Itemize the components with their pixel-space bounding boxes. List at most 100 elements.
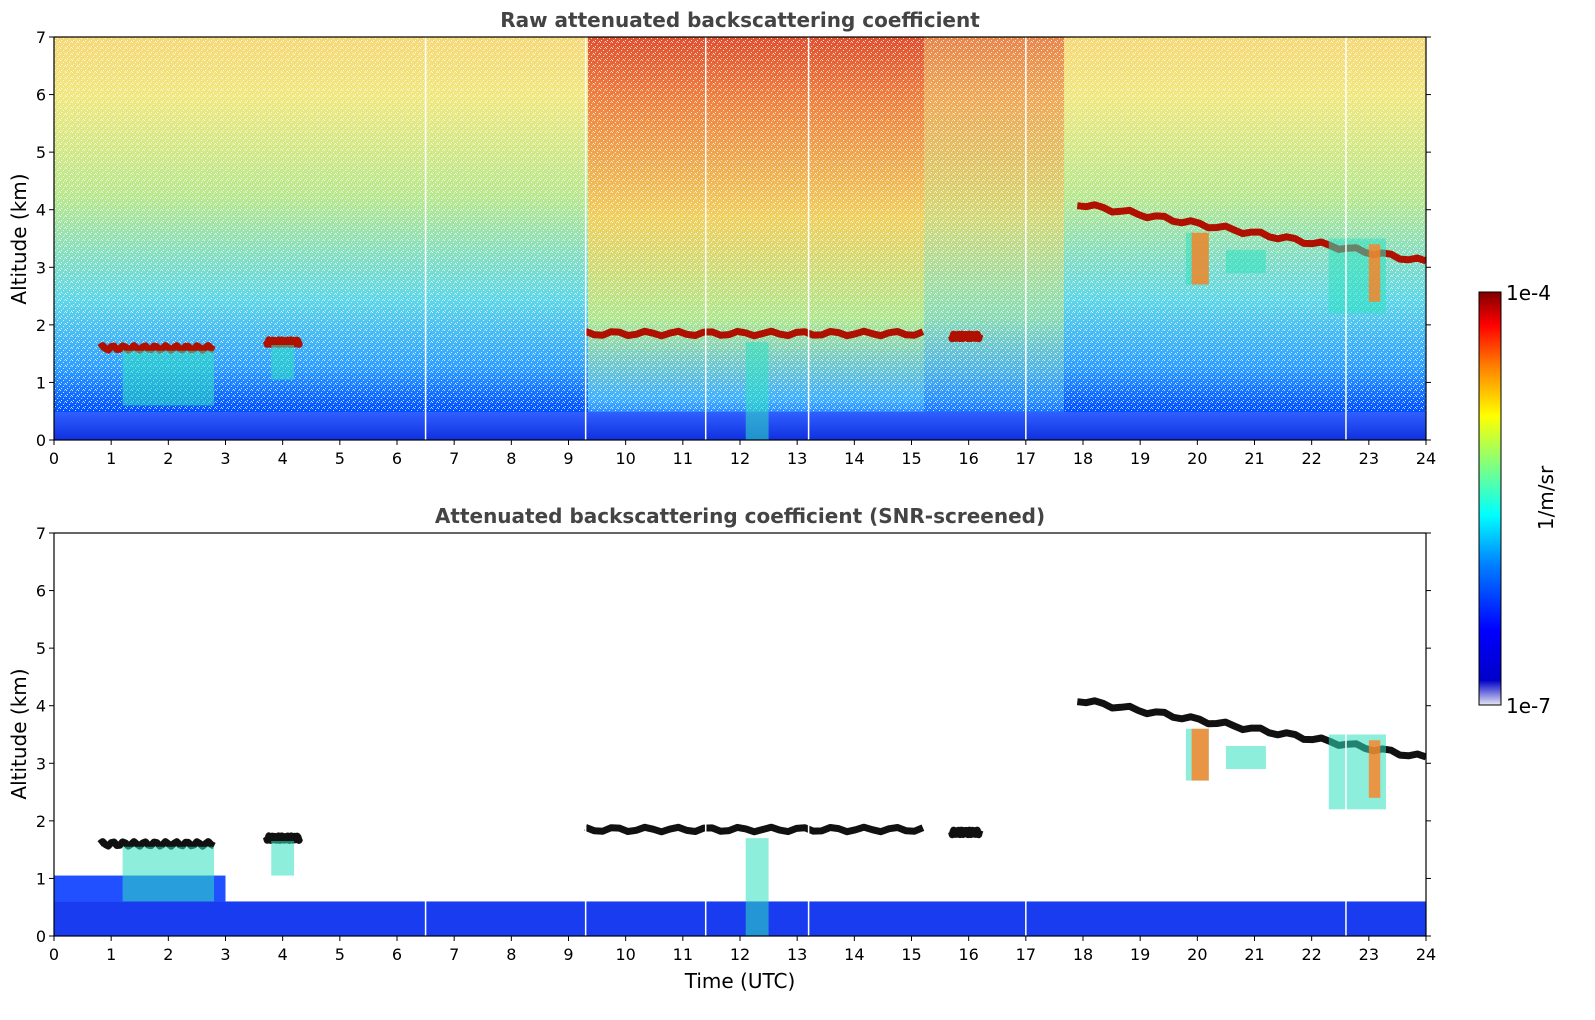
x-tick-label: 12 (730, 945, 750, 964)
y-tick-label: 2 (36, 316, 46, 335)
y-tick-label: 5 (36, 639, 46, 658)
y-tick-label: 7 (36, 28, 46, 47)
y-tick-label: 1 (36, 373, 46, 392)
colorbar-min-label: 1e-7 (1506, 694, 1551, 718)
fall-streak-dense (1191, 232, 1209, 285)
x-tick-label: 15 (901, 945, 921, 964)
x-tick-label: 13 (787, 449, 807, 468)
x-tick-label: 20 (1187, 449, 1207, 468)
y-tick-label: 1 (36, 869, 46, 888)
bottom-heatmap (54, 533, 1426, 936)
y-tick-label: 5 (36, 143, 46, 162)
fall-streak (745, 342, 769, 440)
x-tick-label: 4 (278, 945, 288, 964)
cloud-layer (948, 826, 984, 839)
x-tick-label: 18 (1073, 945, 1093, 964)
cloud-layer (584, 823, 925, 836)
x-tick-label: 4 (278, 449, 288, 468)
x-tick-label: 5 (335, 449, 345, 468)
x-tick-label: 11 (673, 945, 693, 964)
x-tick-label: 12 (730, 449, 750, 468)
x-tick-label: 21 (1244, 449, 1264, 468)
fall-streak (271, 345, 295, 380)
x-tick-label: 24 (1416, 449, 1436, 468)
colorbar-gradient (1478, 291, 1502, 706)
y-tick-label: 4 (36, 697, 46, 716)
x-tick-label: 1 (106, 945, 116, 964)
x-tick-label: 7 (449, 945, 459, 964)
x-tick-label: 0 (49, 945, 59, 964)
y-tick-label: 3 (36, 754, 46, 773)
fall-streak (122, 350, 215, 406)
y-tick-label: 3 (36, 258, 46, 277)
x-tick-label: 16 (958, 449, 978, 468)
y-tick-label: 7 (36, 524, 46, 543)
x-tick-label: 18 (1073, 449, 1093, 468)
x-tick-label: 23 (1359, 449, 1379, 468)
x-tick-label: 22 (1301, 449, 1321, 468)
x-tick-label: 2 (163, 449, 173, 468)
x-tick-label: 22 (1301, 945, 1321, 964)
x-tick-label: 14 (844, 945, 864, 964)
x-tick-label: 10 (615, 945, 635, 964)
cloud-layer (584, 327, 925, 340)
top-panel: Raw attenuated backscattering coefficien… (7, 8, 1436, 468)
x-tick-label: 8 (506, 449, 516, 468)
cloud-layer (948, 330, 984, 343)
x-tick-label: 5 (335, 945, 345, 964)
x-tick-label: 20 (1187, 945, 1207, 964)
y-tick-label: 2 (36, 812, 46, 831)
cloud-layer (262, 832, 304, 844)
y-tick-label: 6 (36, 582, 46, 601)
x-tick-label: 1 (106, 449, 116, 468)
bottom-axes: 0 1 2 3 4 5 6 7 8 9 10 11 12 13 14 15 16 17 18 19 20 21 22 23 24… (36, 524, 1436, 964)
colorbar: 1e-4 1e-7 1/m/sr (1478, 281, 1558, 718)
x-tick-label: 9 (563, 449, 573, 468)
y-tick-label: 6 (36, 86, 46, 105)
fall-streak (271, 841, 295, 876)
x-tick-label: 10 (615, 449, 635, 468)
bottom-ylabel: Altitude (km) (7, 668, 31, 799)
fall-streak-dense (1368, 740, 1381, 798)
cloud-layer (262, 336, 304, 348)
x-tick-label: 24 (1416, 945, 1436, 964)
x-tick-label: 16 (958, 945, 978, 964)
colorbar-max-label: 1e-4 (1506, 281, 1551, 305)
x-tick-label: 14 (844, 449, 864, 468)
x-tick-label: 6 (392, 449, 402, 468)
x-tick-label: 17 (1016, 449, 1036, 468)
top-title: Raw attenuated backscattering coefficien… (500, 8, 980, 32)
colorbar-unit-label: 1/m/sr (1534, 465, 1558, 530)
x-tick-label: 13 (787, 945, 807, 964)
fall-streak (1225, 250, 1266, 274)
x-tick-label: 6 (392, 945, 402, 964)
x-tick-label: 15 (901, 449, 921, 468)
top-axes: 0 1 2 3 4 5 6 7 8 9 10 11 12 13 14 15 16 17 18 19 20 21 22 23 24… (36, 28, 1436, 468)
top-ylabel: Altitude (km) (7, 173, 31, 304)
x-tick-label: 23 (1359, 945, 1379, 964)
fall-streak (122, 846, 215, 902)
x-tick-label: 17 (1016, 945, 1036, 964)
x-tick-label: 21 (1244, 945, 1264, 964)
boundary-layer (54, 901, 1426, 936)
x-tick-label: 2 (163, 945, 173, 964)
x-tick-label: 11 (673, 449, 693, 468)
y-tick-label: 0 (36, 927, 46, 946)
x-tick-label: 7 (449, 449, 459, 468)
x-tick-label: 19 (1130, 945, 1150, 964)
bottom-title: Attenuated backscattering coefficient (S… (435, 504, 1045, 528)
x-tick-label: 0 (49, 449, 59, 468)
x-tick-label: 19 (1130, 449, 1150, 468)
fall-streak-dense (1368, 244, 1381, 302)
bottom-panel: Attenuated backscattering coefficient (S… (7, 504, 1436, 993)
fall-streak (745, 838, 769, 936)
x-tick-label: 9 (563, 945, 573, 964)
fall-streak (1225, 746, 1266, 770)
cloud-layer (97, 342, 216, 354)
top-heatmap (54, 37, 1426, 440)
fall-streak-dense (1191, 728, 1209, 781)
cloud-layer (97, 838, 216, 850)
x-tick-label: 3 (220, 449, 230, 468)
bottom-xlabel: Time (UTC) (684, 969, 796, 993)
